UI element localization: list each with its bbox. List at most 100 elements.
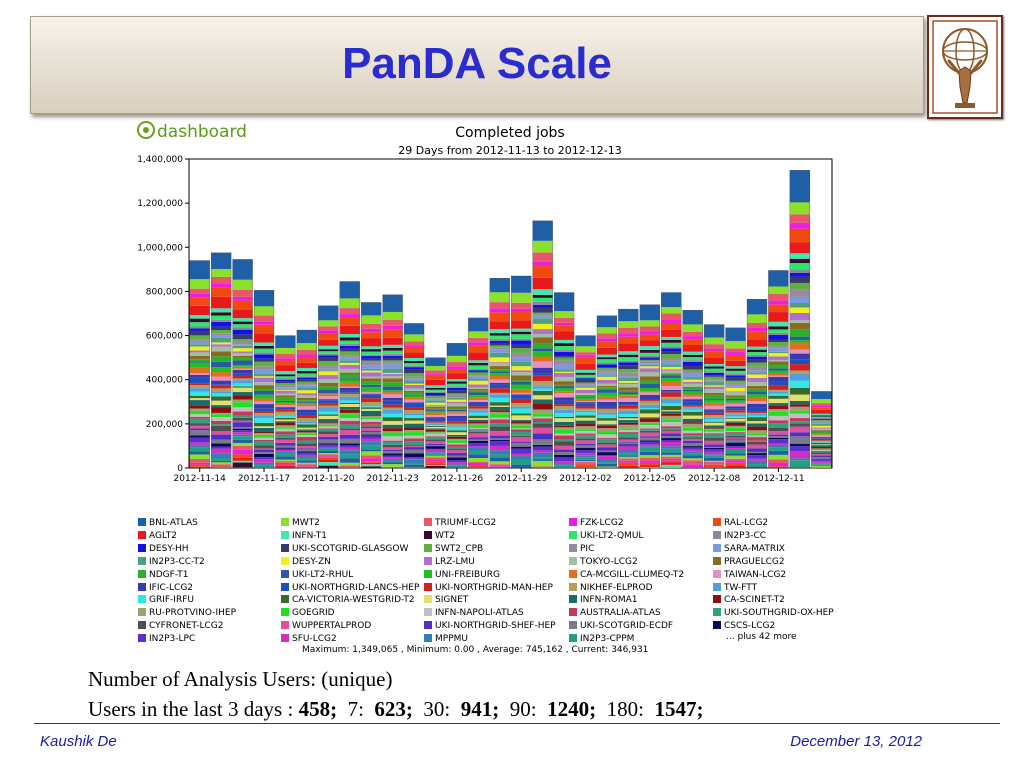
bar-segment (254, 408, 274, 412)
bar-segment (811, 467, 832, 468)
users-7-label: 7: (347, 697, 364, 721)
bar-segment (382, 386, 403, 391)
bar-segment (425, 375, 446, 380)
legend-item: DESY-ZN (281, 556, 331, 568)
bar-segment (768, 326, 789, 330)
bar-segment (382, 404, 403, 408)
bar-segment (382, 462, 403, 465)
bar-segment (768, 403, 789, 406)
bar-segment (339, 345, 360, 349)
bar-segment (382, 432, 403, 437)
legend-swatch (713, 518, 721, 526)
bar-segment (446, 393, 467, 395)
bar-segment (425, 370, 446, 375)
bar-segment (189, 428, 210, 431)
legend-label: IN2P3-CC (724, 530, 767, 541)
bar-segment (468, 443, 489, 447)
bar-segment (361, 466, 382, 468)
bar-segment (404, 418, 425, 421)
bar-segment (189, 391, 210, 396)
bar-segment (361, 410, 382, 416)
bar-segment (382, 442, 403, 445)
legend-swatch (281, 608, 289, 617)
bar-segment (296, 440, 317, 444)
bar-segment (768, 395, 789, 399)
bar-segment (661, 322, 682, 330)
legend-item: PIC (569, 543, 594, 555)
legend-item: NDGF-T1 (138, 569, 188, 581)
bar-segment (768, 405, 789, 410)
bar-segment (811, 455, 832, 458)
bar-segment (811, 416, 832, 418)
bar-stack (446, 343, 468, 469)
bar-segment (425, 436, 446, 438)
bar-segment (339, 400, 360, 403)
bar-segment (747, 366, 767, 371)
bar-segment (639, 304, 660, 321)
bar-outline (211, 252, 232, 469)
bar-segment (446, 379, 467, 382)
bar-segment (361, 405, 382, 407)
bar-segment (532, 277, 553, 290)
slide-title: PanDA Scale (342, 39, 612, 88)
bar-segment (554, 346, 575, 351)
bar-segment (768, 329, 789, 333)
bar-segment (811, 415, 832, 417)
bar-segment (661, 436, 682, 439)
bar-segment (339, 412, 360, 415)
bar-segment (661, 460, 682, 463)
bar-segment (704, 409, 725, 411)
bar-segment (254, 398, 274, 402)
bar-segment (382, 376, 403, 379)
bar-segment (575, 387, 596, 390)
bar-segment (254, 457, 274, 460)
legend-swatch (138, 621, 146, 630)
legend-item: CYFRONET-LCG2 (138, 620, 223, 632)
bar-segment (704, 451, 725, 455)
bar-segment (811, 435, 832, 437)
bar-segment (747, 437, 767, 441)
bar-segment (747, 299, 767, 315)
bar-segment (554, 449, 575, 453)
bar-segment (725, 352, 746, 355)
bar-segment (725, 377, 746, 381)
bar-stack (596, 315, 618, 469)
bar-segment (747, 391, 767, 395)
bar-segment (404, 384, 425, 389)
bar-segment (704, 410, 725, 413)
bar-segment (489, 333, 510, 336)
bar-segment (661, 336, 682, 340)
bar-segment (232, 279, 253, 290)
bar-segment (575, 379, 596, 383)
x-tick-label: 2012-11-14 (174, 474, 227, 484)
bar-segment (811, 419, 832, 421)
bar-segment (511, 366, 532, 371)
bar-segment (575, 395, 596, 398)
bar-segment (232, 436, 253, 440)
bar-segment (339, 434, 360, 439)
bar-segment (789, 296, 810, 303)
bar-segment (489, 347, 510, 350)
bar-segment (704, 431, 725, 434)
bar-segment (682, 455, 703, 459)
bar-segment (554, 406, 575, 410)
bar-segment (446, 381, 467, 384)
bar-segment (296, 452, 317, 455)
bar-segment (725, 384, 746, 387)
bar-segment (296, 362, 317, 368)
bar-segment (575, 434, 596, 439)
bar-segment (639, 363, 660, 365)
bar-segment (275, 462, 296, 465)
bar-segment (275, 445, 296, 448)
bar-segment (704, 385, 725, 387)
bar-segment (596, 401, 617, 405)
bar-segment (704, 444, 725, 447)
bar-segment (211, 443, 232, 447)
bar-segment (382, 407, 403, 410)
legend-item: UKI-LT2-QMUL (569, 530, 643, 542)
dashboard-logo-text: dashboard (157, 122, 247, 142)
bar-segment (468, 388, 489, 391)
bar-segment (404, 399, 425, 403)
bar-segment (339, 360, 360, 363)
bar-segment (318, 405, 339, 408)
